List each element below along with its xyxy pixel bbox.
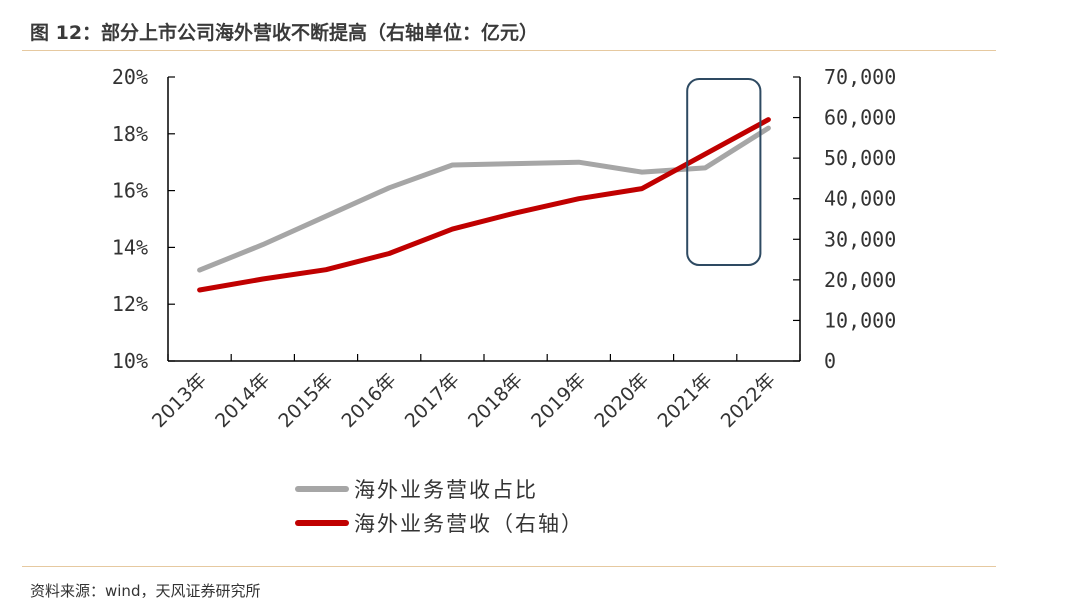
x-axis-tick-label: 2021年 — [654, 369, 717, 432]
overseas-revenue-line — [197, 117, 771, 293]
left-axis-tick-label: 12% — [112, 292, 148, 316]
source-note: 资料来源：wind，天风证券研究所 — [30, 582, 261, 600]
left-axis-tick-label: 14% — [112, 235, 148, 259]
overseas-share-line — [197, 125, 771, 273]
right-axis-tick-label: 10,000 — [824, 308, 896, 332]
right-axis-tick-label: 60,000 — [824, 106, 896, 130]
x-axis-tick-label: 2017年 — [401, 369, 464, 432]
legend-label: 海外业务营收（右轴） — [354, 512, 584, 536]
left-axis-tick-label: 16% — [112, 179, 148, 203]
chart-title: 图 12：部分上市公司海外营收不断提高（右轴单位：亿元） — [30, 22, 539, 44]
x-axis-tick-label: 2014年 — [211, 369, 274, 432]
right-axis-tick-label: 50,000 — [824, 146, 896, 170]
left-axis-tick-labels: 20% 18% 16% 14% 12% 10% — [112, 65, 148, 373]
right-axis-tick-label: 70,000 — [824, 65, 896, 89]
left-axis-tick-label: 18% — [112, 122, 148, 146]
x-axis-tick-label: 2013年 — [148, 369, 211, 432]
x-axis-tick-label: 2018年 — [464, 369, 527, 432]
right-axis-tick-label: 40,000 — [824, 187, 896, 211]
title-divider — [22, 50, 996, 51]
x-axis-tick-label: 2016年 — [338, 369, 401, 432]
annotation — [686, 78, 762, 266]
right-axis-tick-label: 20,000 — [824, 268, 896, 292]
source-divider — [22, 566, 996, 567]
left-axis-tick-label: 10% — [112, 349, 148, 373]
right-axis-tick-label: 0 — [824, 349, 836, 373]
highlight-box — [686, 78, 762, 266]
x-axis-tick-label: 2020年 — [590, 369, 653, 432]
left-axis-tick-label: 20% — [112, 65, 148, 89]
right-axis-tick-label: 30,000 — [824, 227, 896, 251]
x-axis-tick-label: 2022年 — [717, 369, 780, 432]
x-axis-tick-label: 2019年 — [527, 369, 590, 432]
x-axis-tick-labels: 2013年 2014年 2015年 2016年 2017年 2018年 2019年 2020年… — [148, 369, 780, 432]
x-axis-tick-label: 2015年 — [274, 369, 337, 432]
axes — [167, 76, 801, 362]
legend-label: 海外业务营收占比 — [354, 478, 538, 502]
right-axis-tick-labels: 70,000 60,000 50,000 40,000 30,000 20,000 10,0… — [824, 65, 896, 373]
series-lines — [197, 117, 771, 293]
